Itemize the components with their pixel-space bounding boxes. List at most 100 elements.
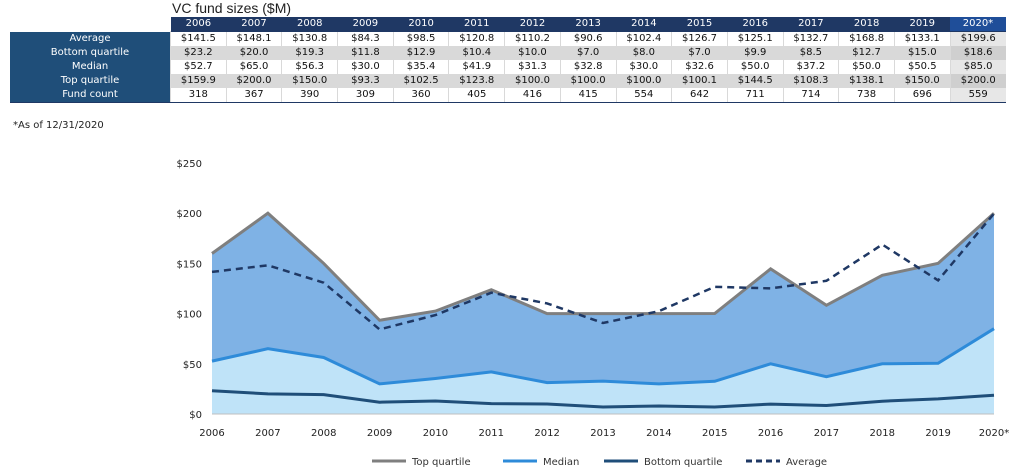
year-header: 2014 <box>616 17 672 32</box>
table-cell: $52.7 <box>170 60 227 74</box>
table-cell: $31.3 <box>504 60 561 74</box>
table-cell: 642 <box>671 88 728 103</box>
table-cell: $100.1 <box>671 74 728 88</box>
table-cell: $65.0 <box>225 60 282 74</box>
table-cell: $120.8 <box>448 31 505 46</box>
table-cell: $50.5 <box>893 60 951 74</box>
table-cell: 360 <box>392 88 449 103</box>
y-tick-label: $200 <box>177 209 202 220</box>
table-cell: $150.0 <box>281 74 338 88</box>
legend-average-label: Average <box>786 457 827 468</box>
table-cell: $7.0 <box>671 46 728 60</box>
table-cell: $123.8 <box>448 74 505 88</box>
footnote: *As of 12/31/2020 <box>13 120 104 131</box>
row-label: Median <box>10 60 171 74</box>
x-tick-label: 2011 <box>479 428 504 439</box>
year-header: 2017 <box>783 17 839 32</box>
x-tick-label: 2012 <box>534 428 559 439</box>
table-cell: $50.0 <box>838 60 895 74</box>
x-tick-label: 2019 <box>925 428 950 439</box>
table-cell: $200.0 <box>949 74 1006 88</box>
table-cell: 696 <box>893 88 951 103</box>
table-cell: $90.6 <box>559 31 616 46</box>
x-tick-label: 2010 <box>423 428 448 439</box>
table-cell: $100.0 <box>615 74 672 88</box>
table-cell: 714 <box>782 88 839 103</box>
year-header: 2012 <box>504 17 561 32</box>
table-cell: $20.0 <box>225 46 282 60</box>
table-cell: $100.0 <box>504 74 561 88</box>
table-cell: 309 <box>337 88 394 103</box>
table-cell: $32.8 <box>559 60 616 74</box>
table-cell: $125.1 <box>726 31 784 46</box>
table-cell: $23.2 <box>170 46 227 60</box>
table-cell: $100.0 <box>559 74 616 88</box>
table-cell: $8.5 <box>782 46 839 60</box>
table-cell: $37.2 <box>782 60 839 74</box>
x-tick-label: 2016 <box>758 428 783 439</box>
table-cell: $10.4 <box>448 46 505 60</box>
table-row: Fund count 318 367 390 309 360 405 416 415 554 642… <box>10 88 1006 103</box>
table-cell: $138.1 <box>838 74 895 88</box>
table-cell: $50.0 <box>726 60 784 74</box>
year-header: 2007 <box>226 17 282 32</box>
table-cell: $133.1 <box>893 31 951 46</box>
table-cell: $85.0 <box>949 60 1006 74</box>
year-header: 2016 <box>727 17 784 32</box>
year-header: 2015 <box>671 17 728 32</box>
table-cell: $19.3 <box>281 46 338 60</box>
average-line <box>211 212 995 331</box>
x-tick-label: 2009 <box>367 428 392 439</box>
table-cell: $168.8 <box>838 31 895 46</box>
year-header: 2011 <box>448 17 505 32</box>
table-cell: 318 <box>170 88 227 103</box>
table-cell: $141.5 <box>170 31 227 46</box>
table-cell: $8.0 <box>615 46 672 60</box>
table-cell: $150.0 <box>893 74 951 88</box>
x-tick-label: 2006 <box>199 428 224 439</box>
table-cell: $84.3 <box>337 31 394 46</box>
table-cell: $102.4 <box>615 31 672 46</box>
year-header: 2019 <box>894 17 951 32</box>
table-row: Bottom quartile $23.2 $20.0 $19.3 $11.8 $12.9… <box>10 46 1006 60</box>
table-row: Top quartile $159.9 $200.0 $150.0 $93.3 $102.… <box>10 74 1006 88</box>
year-header: 2020* <box>950 17 1006 32</box>
table-row: Median $52.7 $65.0 $56.3 $30.0 $35.4 $41.9 $31.… <box>10 60 1006 74</box>
table-cell: 367 <box>225 88 282 103</box>
year-header: 2006 <box>170 17 227 32</box>
year-header: 2018 <box>838 17 895 32</box>
table-header-row: 2006 2007 2008 2009 2010 2011 2012 2013 2014 2015… <box>10 17 1006 32</box>
bottom-quartile-line <box>211 389 995 409</box>
table-cell: $18.6 <box>949 46 1006 60</box>
y-tick-label: $100 <box>177 310 202 321</box>
table-cell: 416 <box>504 88 561 103</box>
table-cell: $132.7 <box>782 31 839 46</box>
y-tick-label: $150 <box>177 259 202 270</box>
data-table: 2006 2007 2008 2009 2010 2011 2012 2013 2014 2015… <box>10 17 1006 103</box>
row-label: Top quartile <box>10 74 171 88</box>
table-cell: $41.9 <box>448 60 505 74</box>
x-tick-label: 2020* <box>979 428 1009 439</box>
legend-bottom-quartile-label: Bottom quartile <box>644 457 722 468</box>
row-label: Fund count <box>10 88 171 103</box>
table-cell: $30.0 <box>615 60 672 74</box>
row-label: Bottom quartile <box>10 46 171 60</box>
table-cell: $98.5 <box>392 31 449 46</box>
table-cell: $144.5 <box>726 74 784 88</box>
table-cell: $56.3 <box>281 60 338 74</box>
table-cell: 711 <box>726 88 784 103</box>
table-cell: $7.0 <box>559 46 616 60</box>
x-tick-label: 2008 <box>311 428 336 439</box>
table-cell: $15.0 <box>893 46 951 60</box>
year-header: 2009 <box>337 17 394 32</box>
table-cell: 415 <box>559 88 616 103</box>
table-cell: $108.3 <box>782 74 839 88</box>
table-cell: $93.3 <box>337 74 394 88</box>
top-quartile-line <box>211 211 996 322</box>
y-tick-label: $250 <box>177 159 202 170</box>
row-label: Average <box>10 31 171 46</box>
table-cell: 554 <box>615 88 672 103</box>
legend-top-quartile-label: Top quartile <box>411 457 471 468</box>
x-tick-label: 2014 <box>646 428 671 439</box>
